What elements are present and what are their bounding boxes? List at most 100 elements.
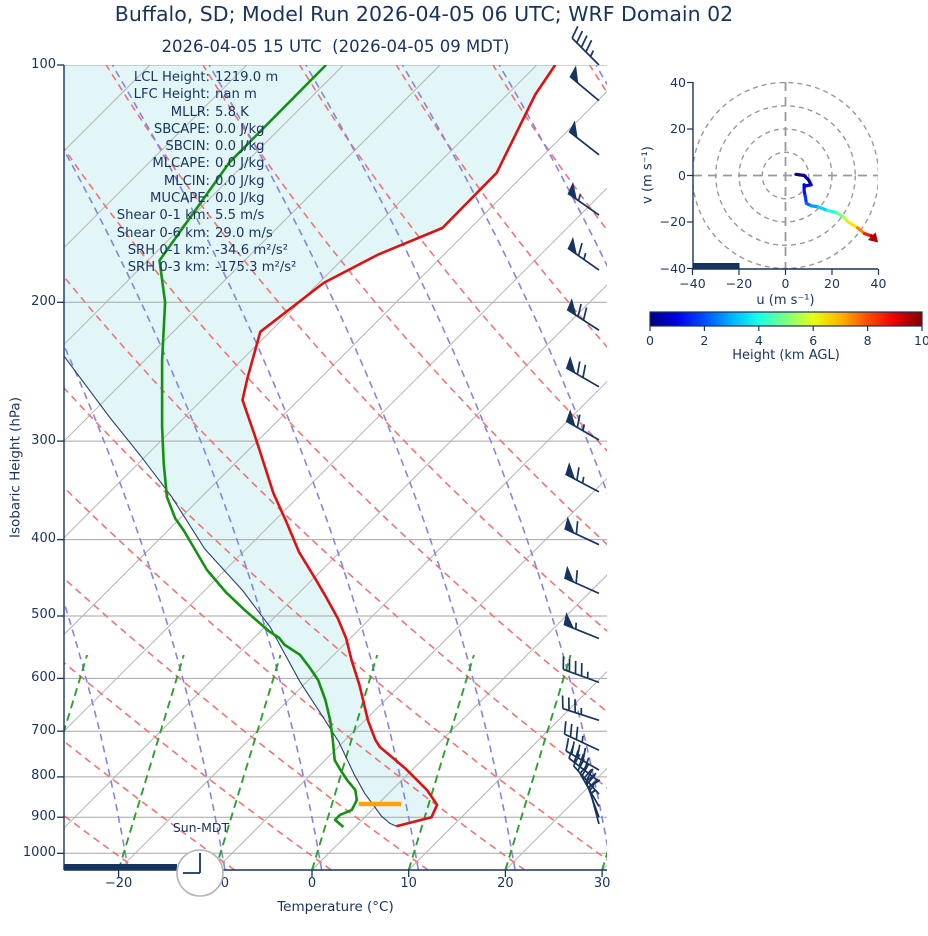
wind-barb	[569, 65, 600, 102]
wind-barb	[565, 462, 600, 493]
barb-pennant	[563, 612, 574, 629]
mixing-ratio-line	[601, 850, 607, 870]
hodograph-trace-segment	[846, 220, 860, 230]
barb-pennant	[567, 181, 577, 200]
wind-barb-column	[561, 26, 601, 825]
height-colorbar	[649, 311, 923, 331]
barb-full	[577, 303, 582, 317]
moist-adiabat-line	[64, 599, 130, 870]
wind-barb	[571, 26, 600, 66]
barb-full	[577, 758, 585, 772]
barb-staff	[564, 527, 600, 546]
dry-adiabat-line	[64, 275, 607, 789]
moist-adiabat-line	[111, 65, 420, 870]
barb-full	[568, 745, 575, 759]
dry-adiabat-line	[105, 65, 607, 633]
barb-full	[563, 721, 567, 735]
dry-adiabat-line	[64, 486, 526, 870]
dry-adiabat-line	[64, 386, 607, 861]
barb-pennant	[564, 565, 575, 583]
hodograph-trace-arrow	[867, 232, 879, 243]
isotherm-line	[214, 477, 607, 870]
wind-barb	[564, 516, 600, 546]
barb-full	[585, 772, 597, 783]
mixing-ratio-line	[214, 654, 282, 870]
moist-adiabat-line	[64, 148, 323, 870]
isotherm-line	[408, 670, 607, 870]
wind-barb	[588, 779, 601, 825]
colorbar-frame	[649, 311, 923, 327]
dry-adiabat-line	[64, 661, 332, 870]
moist-adiabat-line	[498, 65, 607, 268]
isotherm-line	[64, 65, 344, 346]
isotherm-line	[64, 187, 607, 732]
barb-half	[583, 252, 587, 260]
isotherm-line	[118, 380, 607, 870]
barb-half	[581, 735, 584, 743]
wind-barb	[566, 297, 600, 331]
wind-barb	[562, 656, 600, 684]
wind-barb	[565, 356, 600, 388]
temperature-curve	[241, 65, 557, 828]
barb-full	[576, 361, 581, 375]
barb-half	[581, 476, 585, 484]
mixing-ratio-line	[311, 654, 379, 870]
barb-pennant	[567, 297, 577, 316]
barb-half	[589, 50, 595, 57]
isotherm-line	[64, 284, 607, 829]
dry-adiabat-line	[202, 65, 607, 546]
colorbar-gradient	[650, 312, 922, 326]
barb-pennant	[567, 236, 577, 255]
barb-full	[578, 753, 585, 767]
moist-adiabat-line	[305, 65, 607, 848]
wind-barb	[561, 695, 600, 722]
hodograph-scale-bar	[693, 263, 740, 270]
barb-full	[575, 570, 579, 584]
barb-full	[579, 763, 590, 775]
dry-adiabat-line	[492, 65, 607, 232]
moist-adiabat-line	[886, 65, 928, 870]
barb-pennant	[566, 409, 576, 427]
isotherm-line	[0, 65, 53, 870]
barb-pennant	[566, 356, 576, 374]
isotherm-line	[699, 65, 928, 870]
barb-full	[582, 364, 587, 378]
wind-barb	[567, 236, 600, 271]
dry-adiabat-line	[880, 65, 928, 870]
barb-full	[588, 779, 601, 789]
barb-full	[565, 738, 570, 752]
moist-adiabat-line	[208, 65, 516, 870]
barb-full	[577, 242, 583, 256]
dewpoint-curve	[158, 65, 359, 828]
dry-adiabat-line	[64, 577, 429, 870]
barb-pennant	[569, 120, 578, 139]
barb-staff	[563, 623, 600, 640]
hodograph	[687, 81, 880, 275]
barb-full	[575, 30, 584, 44]
barb-full	[569, 723, 573, 737]
parcel-trace-line	[64, 355, 397, 827]
barb-full	[582, 768, 593, 780]
barb-half	[582, 424, 586, 431]
sun-clock	[174, 847, 226, 899]
barb-half	[577, 194, 582, 201]
hodograph-trace-segment	[816, 205, 829, 212]
moist-adiabat-line	[401, 65, 607, 495]
barb-half	[590, 789, 597, 795]
dewpoint-depression-fill	[64, 65, 556, 827]
hodograph-range-ring	[761, 151, 810, 200]
barb-full	[580, 35, 588, 48]
moist-adiabat-line	[0, 65, 32, 870]
mixing-ratio-line	[504, 654, 572, 870]
barb-pennant	[564, 516, 575, 534]
barb-full	[575, 726, 579, 740]
barb-pennant	[569, 65, 579, 84]
mixing-ratio-line	[117, 654, 185, 870]
wind-barb	[567, 181, 600, 216]
barb-full	[576, 414, 581, 428]
barb-full	[572, 753, 581, 767]
barb-full	[575, 521, 579, 535]
barb-full	[573, 749, 580, 763]
profile-curves	[64, 65, 557, 828]
